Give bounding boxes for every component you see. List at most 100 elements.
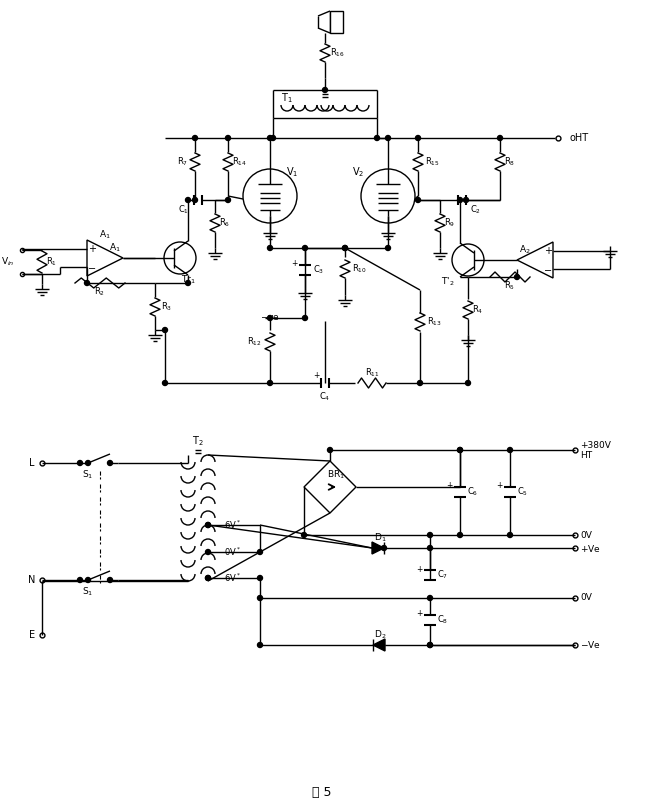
Circle shape [386,246,390,250]
Text: R$_4$: R$_4$ [472,304,484,316]
Text: +: + [446,482,452,490]
Circle shape [428,642,433,647]
Polygon shape [373,639,385,651]
Text: R$_9$: R$_9$ [444,217,455,229]
Circle shape [386,136,390,141]
Circle shape [417,381,422,385]
Circle shape [415,136,421,141]
Text: S$_1$: S$_1$ [83,469,94,482]
Text: 0V: 0V [580,594,592,603]
Text: E: E [29,630,35,640]
Text: C$_1$: C$_1$ [179,204,190,217]
Text: V$_1$: V$_1$ [286,165,298,179]
Text: $-$ve: $-$ve [260,314,280,322]
Circle shape [270,136,275,141]
Text: R$_2$: R$_2$ [94,286,106,298]
Circle shape [226,136,230,141]
Text: R$_3$: R$_3$ [161,301,173,314]
Circle shape [508,448,513,452]
Text: +: + [313,371,319,380]
Circle shape [457,532,462,537]
Circle shape [257,595,263,600]
Text: C$_2$: C$_2$ [470,204,482,217]
Circle shape [301,532,306,537]
Text: R$_{14}$: R$_{14}$ [232,156,248,168]
Circle shape [206,549,210,554]
Circle shape [108,578,112,583]
Circle shape [457,448,462,452]
Text: R$_{16}$: R$_{16}$ [330,47,344,59]
Circle shape [457,197,462,203]
Text: +: + [496,482,502,490]
Text: R$_7$: R$_7$ [177,156,188,168]
Circle shape [86,461,90,465]
Circle shape [257,642,263,647]
Text: oHT: oHT [570,133,589,143]
Text: R$_1$: R$_1$ [46,256,57,268]
Text: R$_8$: R$_8$ [504,156,515,168]
Circle shape [303,315,308,321]
Text: C$_8$: C$_8$ [437,614,449,626]
Text: A$_1$: A$_1$ [99,229,111,242]
Text: R$_{15}$: R$_{15}$ [424,156,439,168]
Text: R$_{10}$: R$_{10}$ [352,263,366,276]
Text: A$_2$: A$_2$ [519,244,531,256]
Circle shape [466,381,470,385]
Text: C$_7$: C$_7$ [437,569,448,581]
Text: T$_2$: T$_2$ [192,434,204,448]
Text: S$_1$: S$_1$ [83,586,94,598]
Circle shape [268,381,272,385]
Circle shape [257,549,263,554]
Text: C$_4$: C$_4$ [319,391,331,403]
Circle shape [515,275,519,280]
Text: R$_{12}$: R$_{12}$ [246,336,261,348]
Circle shape [342,246,348,250]
Text: +: + [291,259,297,268]
Text: BR$_1$: BR$_1$ [327,469,345,482]
Circle shape [428,642,433,647]
Text: N: N [28,575,35,585]
Bar [330,11,343,33]
Text: A$_1$: A$_1$ [109,242,121,255]
Circle shape [415,197,421,203]
Text: $+$Ve: $+$Ve [580,542,600,553]
Circle shape [192,136,197,141]
Text: R$_6$: R$_6$ [219,217,231,229]
Circle shape [192,197,197,203]
Text: D$_2$: D$_2$ [374,629,386,642]
Circle shape [381,545,386,550]
Circle shape [77,461,83,465]
Circle shape [186,280,190,285]
Text: 6V$^*$: 6V$^*$ [224,572,241,584]
Circle shape [86,578,90,583]
Text: R$_{11}$: R$_{11}$ [364,367,379,379]
Circle shape [428,532,433,537]
Circle shape [322,87,328,92]
Text: R$_{13}$: R$_{13}$ [426,316,441,328]
Text: +: + [88,244,96,254]
Circle shape [268,136,272,141]
Circle shape [303,246,308,250]
Text: $-$: $-$ [544,264,553,274]
Text: +: + [544,246,552,256]
Text: T$_1$: T$_1$ [281,91,293,105]
Polygon shape [372,542,384,554]
Circle shape [206,523,210,528]
Circle shape [206,575,210,580]
Text: C$_6$: C$_6$ [468,486,479,499]
Circle shape [186,197,190,203]
Circle shape [268,315,272,321]
Circle shape [163,381,168,385]
Text: D$_1$: D$_1$ [373,532,386,545]
Text: HT: HT [580,452,592,461]
Text: R$_5$: R$_5$ [504,280,515,292]
Text: $-$Ve: $-$Ve [580,639,600,650]
Text: Tr$_1$: Tr$_1$ [181,274,195,286]
Circle shape [206,523,210,528]
Text: +380V: +380V [580,441,611,451]
Circle shape [497,136,502,141]
Text: 0V$^*$: 0V$^*$ [224,545,241,558]
Circle shape [257,575,263,580]
Text: C$_5$: C$_5$ [517,486,528,499]
Circle shape [163,327,168,333]
